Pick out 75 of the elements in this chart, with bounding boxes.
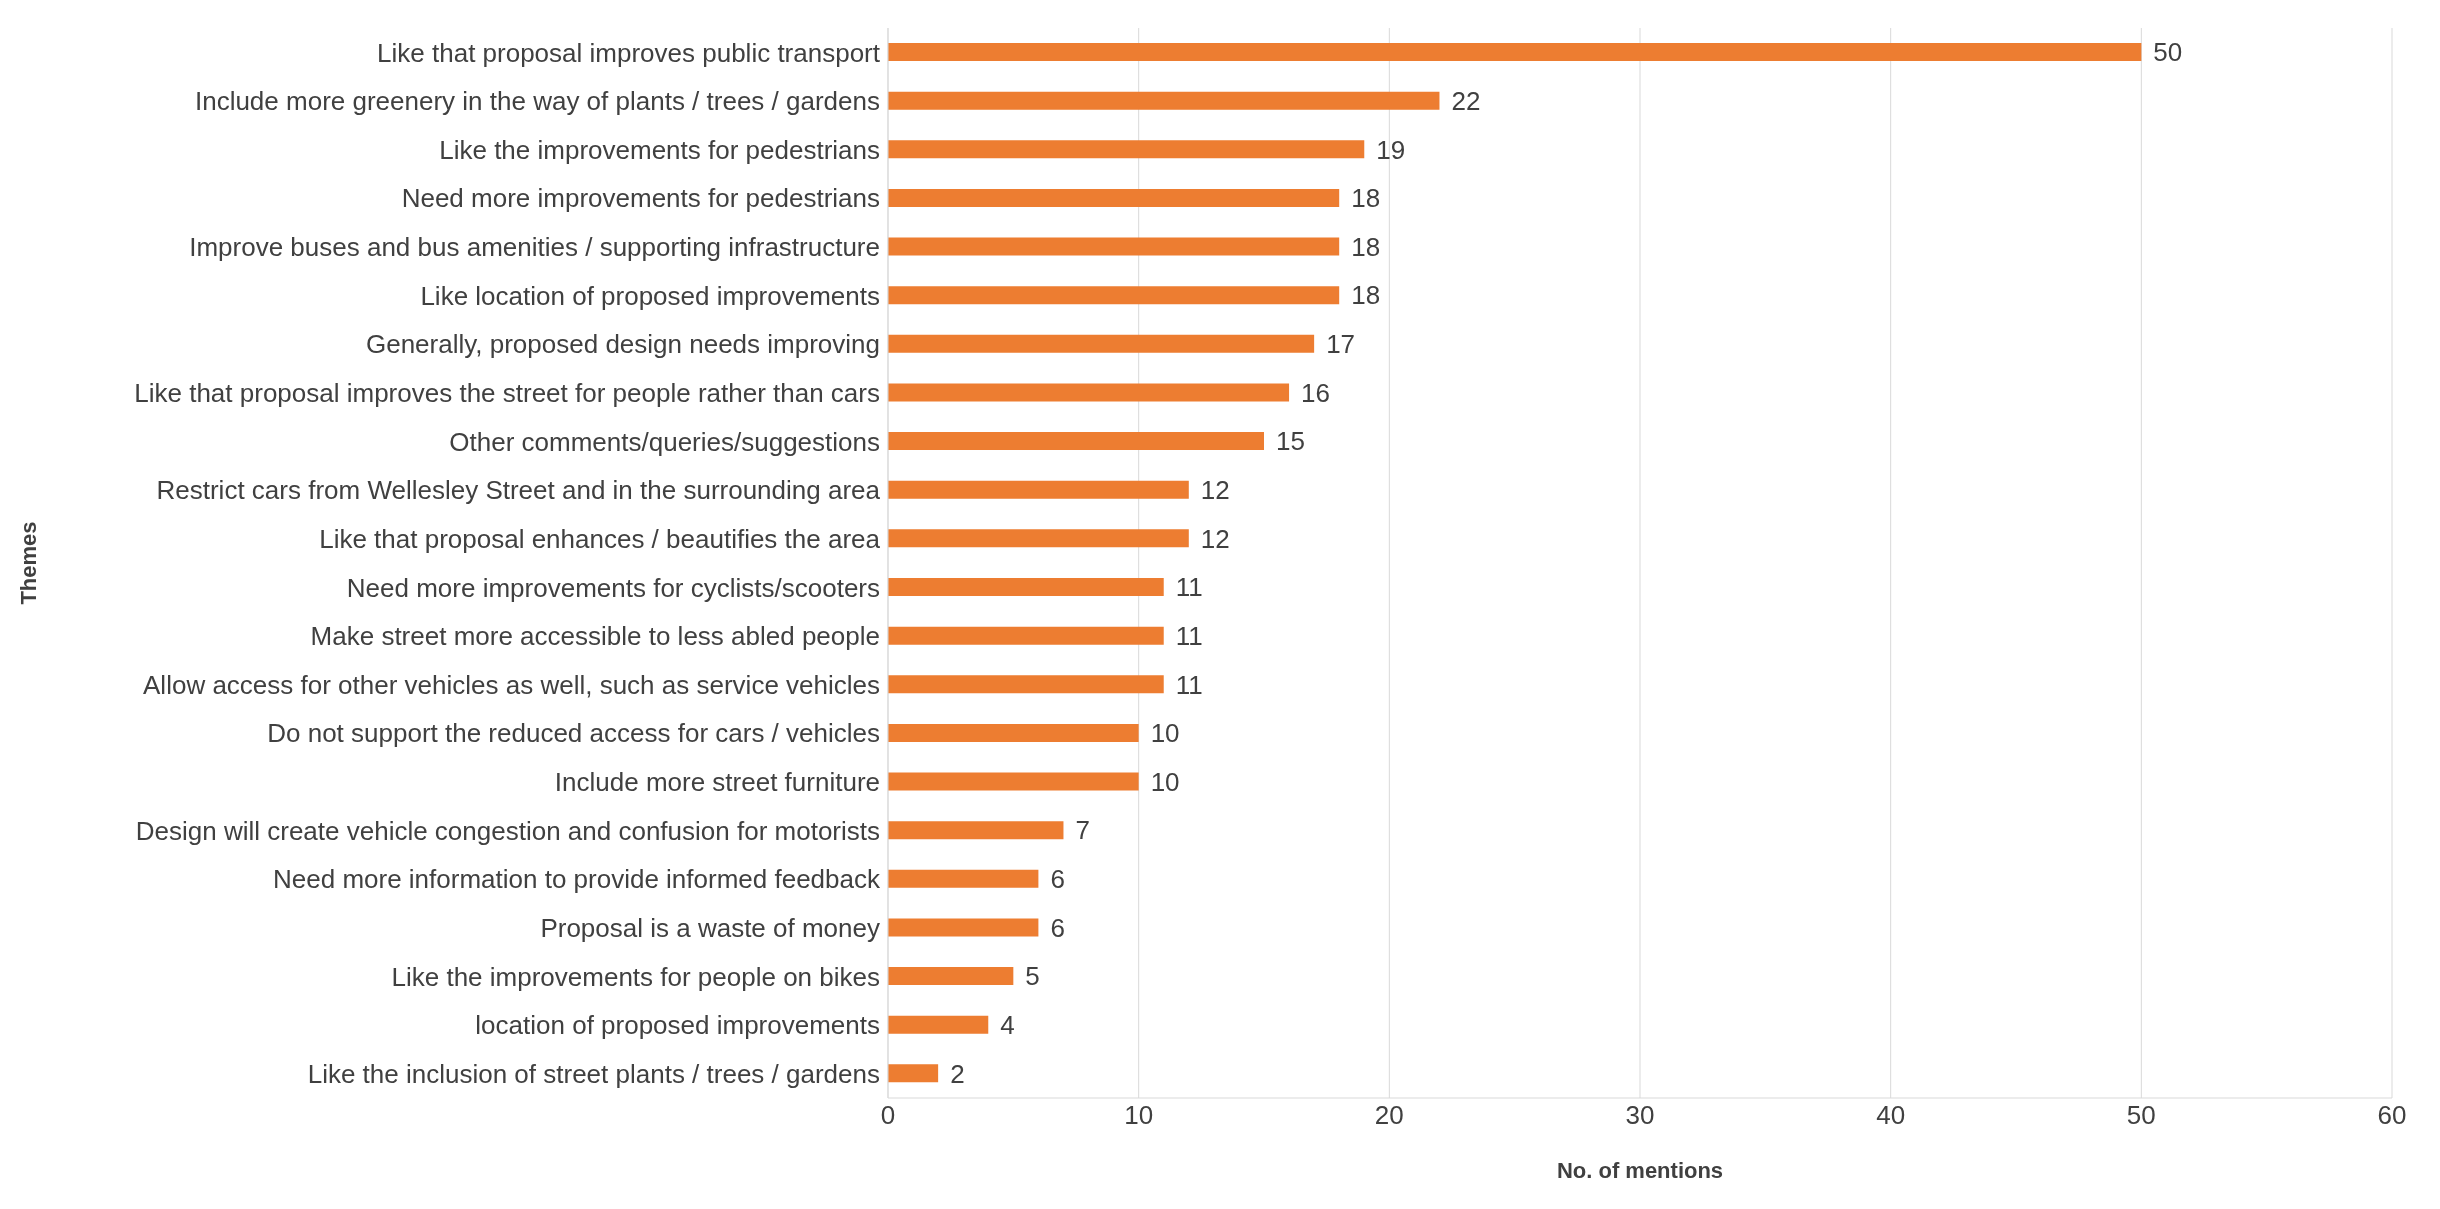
data-label: 7 <box>1075 815 1090 846</box>
bar <box>888 140 1365 159</box>
x-tick-label: 0 <box>880 1100 896 1131</box>
bar <box>888 869 1039 888</box>
bar <box>888 334 1315 353</box>
data-label: 11 <box>1175 620 1203 651</box>
bar <box>888 967 1014 986</box>
bar <box>888 918 1039 937</box>
x-tick-label: 40 <box>1876 1100 1906 1131</box>
y-tick-label: Make street more accessible to less abled people <box>310 621 880 652</box>
y-tick-label: Other comments/queries/suggestions <box>449 426 880 457</box>
bar <box>888 286 1340 305</box>
bar <box>888 1064 939 1083</box>
y-tick-label: Improve buses and bus amenities / supporting infrastructure <box>189 232 880 263</box>
y-tick-label: Like location of proposed improvements <box>420 280 880 311</box>
y-tick-label: Like the inclusion of street plants / trees / gardens <box>307 1058 880 1089</box>
data-label: 50 <box>2153 37 2183 68</box>
data-label: 17 <box>1326 329 1356 360</box>
y-tick-label: Generally, proposed design needs improving <box>365 329 880 360</box>
y-tick-label: Like the improvements for pedestrians <box>439 134 880 165</box>
y-tick-label: Include more greenery in the way of plants / trees / gardens <box>194 86 880 117</box>
y-tick-label: Proposal is a waste of money <box>540 913 880 943</box>
data-label: 19 <box>1376 134 1406 165</box>
bar <box>888 91 1440 110</box>
y-tick-label: Include more street furniture <box>554 767 880 798</box>
data-label: 6 <box>1050 864 1065 895</box>
data-label: 18 <box>1351 183 1381 214</box>
y-tick-label: Do not support the reduced access for cars / vehicles <box>267 718 880 749</box>
bar <box>888 578 1164 596</box>
data-label: 10 <box>1150 718 1180 749</box>
bar <box>888 188 1340 207</box>
bar <box>888 529 1189 548</box>
y-tick-label: Like that proposal improves public transport <box>377 37 881 68</box>
y-tick-label: Restrict cars from Wellesley Street and in the surrounding area <box>156 475 881 506</box>
y-tick-label: location of proposed improvements <box>475 1010 880 1041</box>
y-tick-label: Allow access for other vehicles as well, such as service vehicles <box>143 669 880 700</box>
y-tick-label: Like that proposal improves the street for people rather than cars <box>134 378 880 408</box>
x-tick-label: 20 <box>1374 1100 1404 1131</box>
y-axis-title: Themes <box>15 521 41 605</box>
bar <box>888 675 1164 694</box>
data-label: 6 <box>1050 912 1065 943</box>
y-tick-label: Design will create vehicle congestion and confusion for motorists <box>135 815 880 846</box>
y-tick-label: Need more information to provide informed feedback <box>273 864 881 895</box>
data-label: 16 <box>1301 377 1330 408</box>
data-label: 2 <box>950 1058 965 1089</box>
data-label: 12 <box>1200 474 1230 505</box>
x-tick-label: 10 <box>1124 1100 1154 1131</box>
bar <box>888 1015 989 1034</box>
data-label: 18 <box>1351 280 1381 311</box>
bar <box>888 480 1189 499</box>
data-label: 18 <box>1351 231 1381 262</box>
y-tick-label: Like that proposal enhances / beautifies the area <box>319 523 881 554</box>
x-axis-title: No. of mentions <box>1556 1158 1724 1183</box>
bar <box>888 432 1264 451</box>
data-label: 5 <box>1025 961 1040 992</box>
y-tick-label: Need more improvements for cyclists/scooters <box>346 572 880 603</box>
bar <box>888 723 1139 742</box>
bar <box>888 237 1340 256</box>
data-label: 11 <box>1175 669 1203 700</box>
data-label: 15 <box>1276 426 1305 457</box>
data-label: 10 <box>1150 766 1180 797</box>
x-tick-label: 30 <box>1625 1100 1655 1131</box>
data-label: 11 <box>1175 572 1203 603</box>
y-tick-label: Need more improvements for pedestrians <box>401 183 880 214</box>
y-tick-label: Like the improvements for people on bikes <box>391 961 880 992</box>
bar <box>888 821 1064 840</box>
x-tick-label: 60 <box>2377 1100 2407 1131</box>
data-label: 12 <box>1200 523 1230 554</box>
data-label: 4 <box>1000 1009 1015 1040</box>
bar <box>888 383 1290 402</box>
bar <box>888 43 2142 61</box>
data-label: 22 <box>1451 85 1481 116</box>
bar <box>888 626 1164 645</box>
x-tick-label: 50 <box>2126 1100 2156 1131</box>
bar <box>888 772 1139 791</box>
